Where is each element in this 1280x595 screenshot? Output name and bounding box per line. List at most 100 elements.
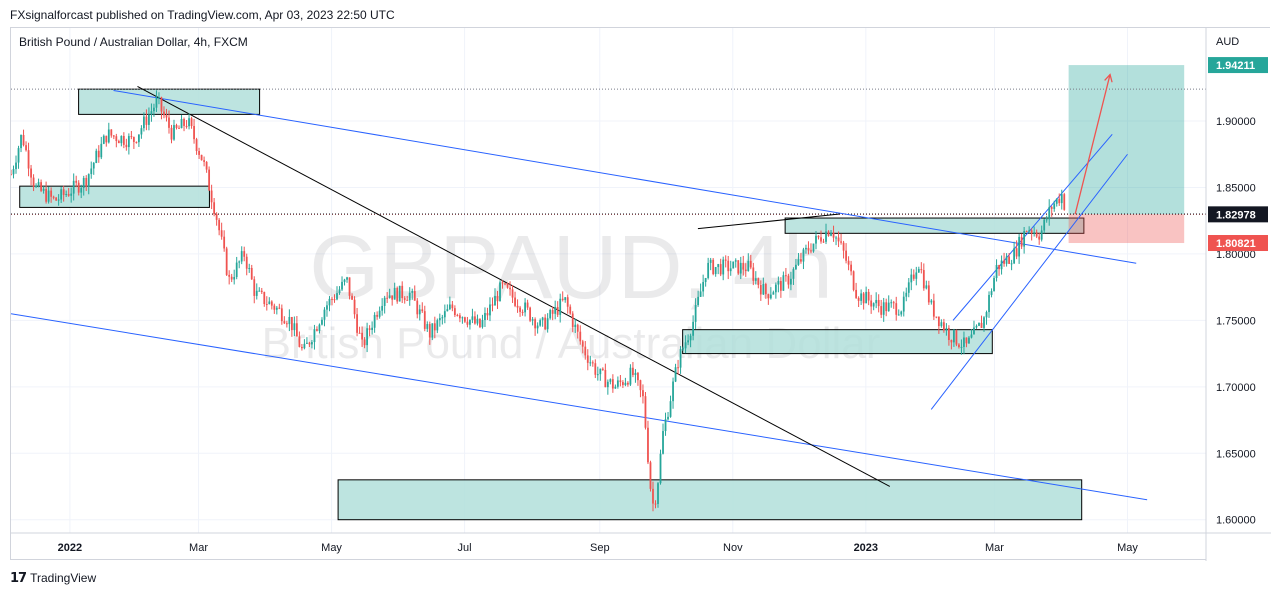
candle-body (127, 136, 130, 148)
candle-body (240, 251, 243, 262)
candle-body (205, 161, 208, 170)
chart-frame[interactable]: GBPAUD, 4h British Pound / Australian Dol… (10, 27, 1271, 561)
candle-body (431, 323, 434, 338)
candle-body (173, 125, 175, 140)
candle-body (393, 287, 396, 300)
trend-line (11, 313, 1148, 501)
candle-body (1038, 236, 1041, 240)
candle-body (912, 274, 915, 279)
candle-body (122, 135, 125, 145)
candle-body (802, 249, 805, 262)
x-tick-label: Nov (723, 542, 743, 554)
candle-body (426, 324, 429, 329)
candle-body (418, 309, 421, 315)
trend-line (113, 89, 1137, 264)
candle-body (388, 295, 391, 298)
price-chart[interactable]: GBPAUD, 4h British Pound / Australian Dol… (11, 28, 1271, 561)
publisher-header: FXsignalforcast published on TradingView… (10, 8, 395, 22)
candle-body (830, 232, 832, 236)
candle-body (499, 282, 501, 302)
candle-body (466, 321, 469, 325)
candle-body (910, 274, 913, 283)
candle-body (627, 382, 629, 385)
y-tick-label: 1.70000 (1216, 382, 1256, 394)
candle-body (581, 341, 584, 347)
candle-body (624, 382, 627, 386)
candle-body (554, 306, 557, 314)
candle-body (983, 317, 985, 328)
candle-body (40, 182, 42, 191)
candle-body (1025, 231, 1028, 233)
candle-body (112, 135, 115, 137)
candle-body (446, 309, 449, 312)
candle-body (125, 144, 128, 148)
candle-body (32, 177, 35, 187)
candle-body (233, 277, 236, 280)
candle-body (80, 187, 83, 193)
candle-body (230, 276, 233, 280)
candle-body (807, 247, 810, 251)
projection-arrow (1074, 74, 1111, 215)
candle-body (406, 299, 409, 301)
candle-body (942, 322, 945, 331)
candle-body (361, 332, 363, 340)
candle-body (659, 453, 662, 484)
candle-body (283, 321, 286, 324)
candle-body (970, 334, 973, 338)
candle-body (639, 380, 642, 391)
candle-body (57, 199, 60, 201)
candle-body (784, 275, 787, 277)
candle-body (654, 503, 657, 505)
candle-body (145, 116, 148, 125)
candle-body (306, 342, 308, 344)
candle-body (135, 141, 138, 143)
candle-body (669, 401, 672, 417)
candle-body (1033, 232, 1036, 234)
candle-body (890, 302, 893, 304)
target-zone (1068, 65, 1185, 215)
candle-body (850, 264, 852, 272)
candle-body (100, 143, 103, 158)
candle-body (220, 230, 223, 237)
candle-body (955, 330, 958, 345)
candle-body (596, 374, 599, 376)
candle-body (97, 150, 100, 158)
tradingview-brand: TradingView (30, 571, 97, 585)
candle-body (50, 190, 53, 197)
candle-body (265, 304, 268, 306)
candle-body (423, 311, 426, 329)
candle-body (433, 323, 436, 331)
candle-body (988, 294, 990, 313)
x-tick-label: Jul (458, 542, 472, 554)
y-axis-panel (1206, 28, 1271, 561)
candle-body (496, 296, 499, 302)
candle-body (953, 330, 955, 343)
candle-body (917, 269, 920, 273)
candle-body (67, 194, 70, 196)
candle-body (514, 297, 516, 306)
candle-body (275, 307, 278, 310)
candle-body (82, 177, 85, 188)
candle-body (865, 291, 868, 304)
tradingview-footer[interactable]: 𝟭𝟳 TradingView (10, 570, 96, 586)
candle-body (556, 306, 559, 315)
chart-title: British Pound / Australian Dollar, 4h, F… (19, 35, 248, 49)
candle-body (318, 324, 321, 331)
candle-body (298, 336, 301, 347)
candle-body (456, 315, 459, 317)
candle-body (795, 264, 797, 270)
candle-body (160, 97, 163, 112)
candle-body (757, 278, 760, 285)
candle-body (674, 367, 677, 382)
candle-body (250, 267, 253, 280)
candle-body (238, 261, 241, 263)
candle-body (599, 368, 602, 375)
candle-body (922, 270, 925, 289)
candle-body (684, 342, 687, 349)
candle-body (724, 259, 727, 261)
candle-body (935, 316, 938, 318)
candle-body (867, 291, 870, 301)
candle-body (155, 97, 158, 108)
candle-body (546, 318, 549, 330)
candle-body (140, 128, 143, 135)
